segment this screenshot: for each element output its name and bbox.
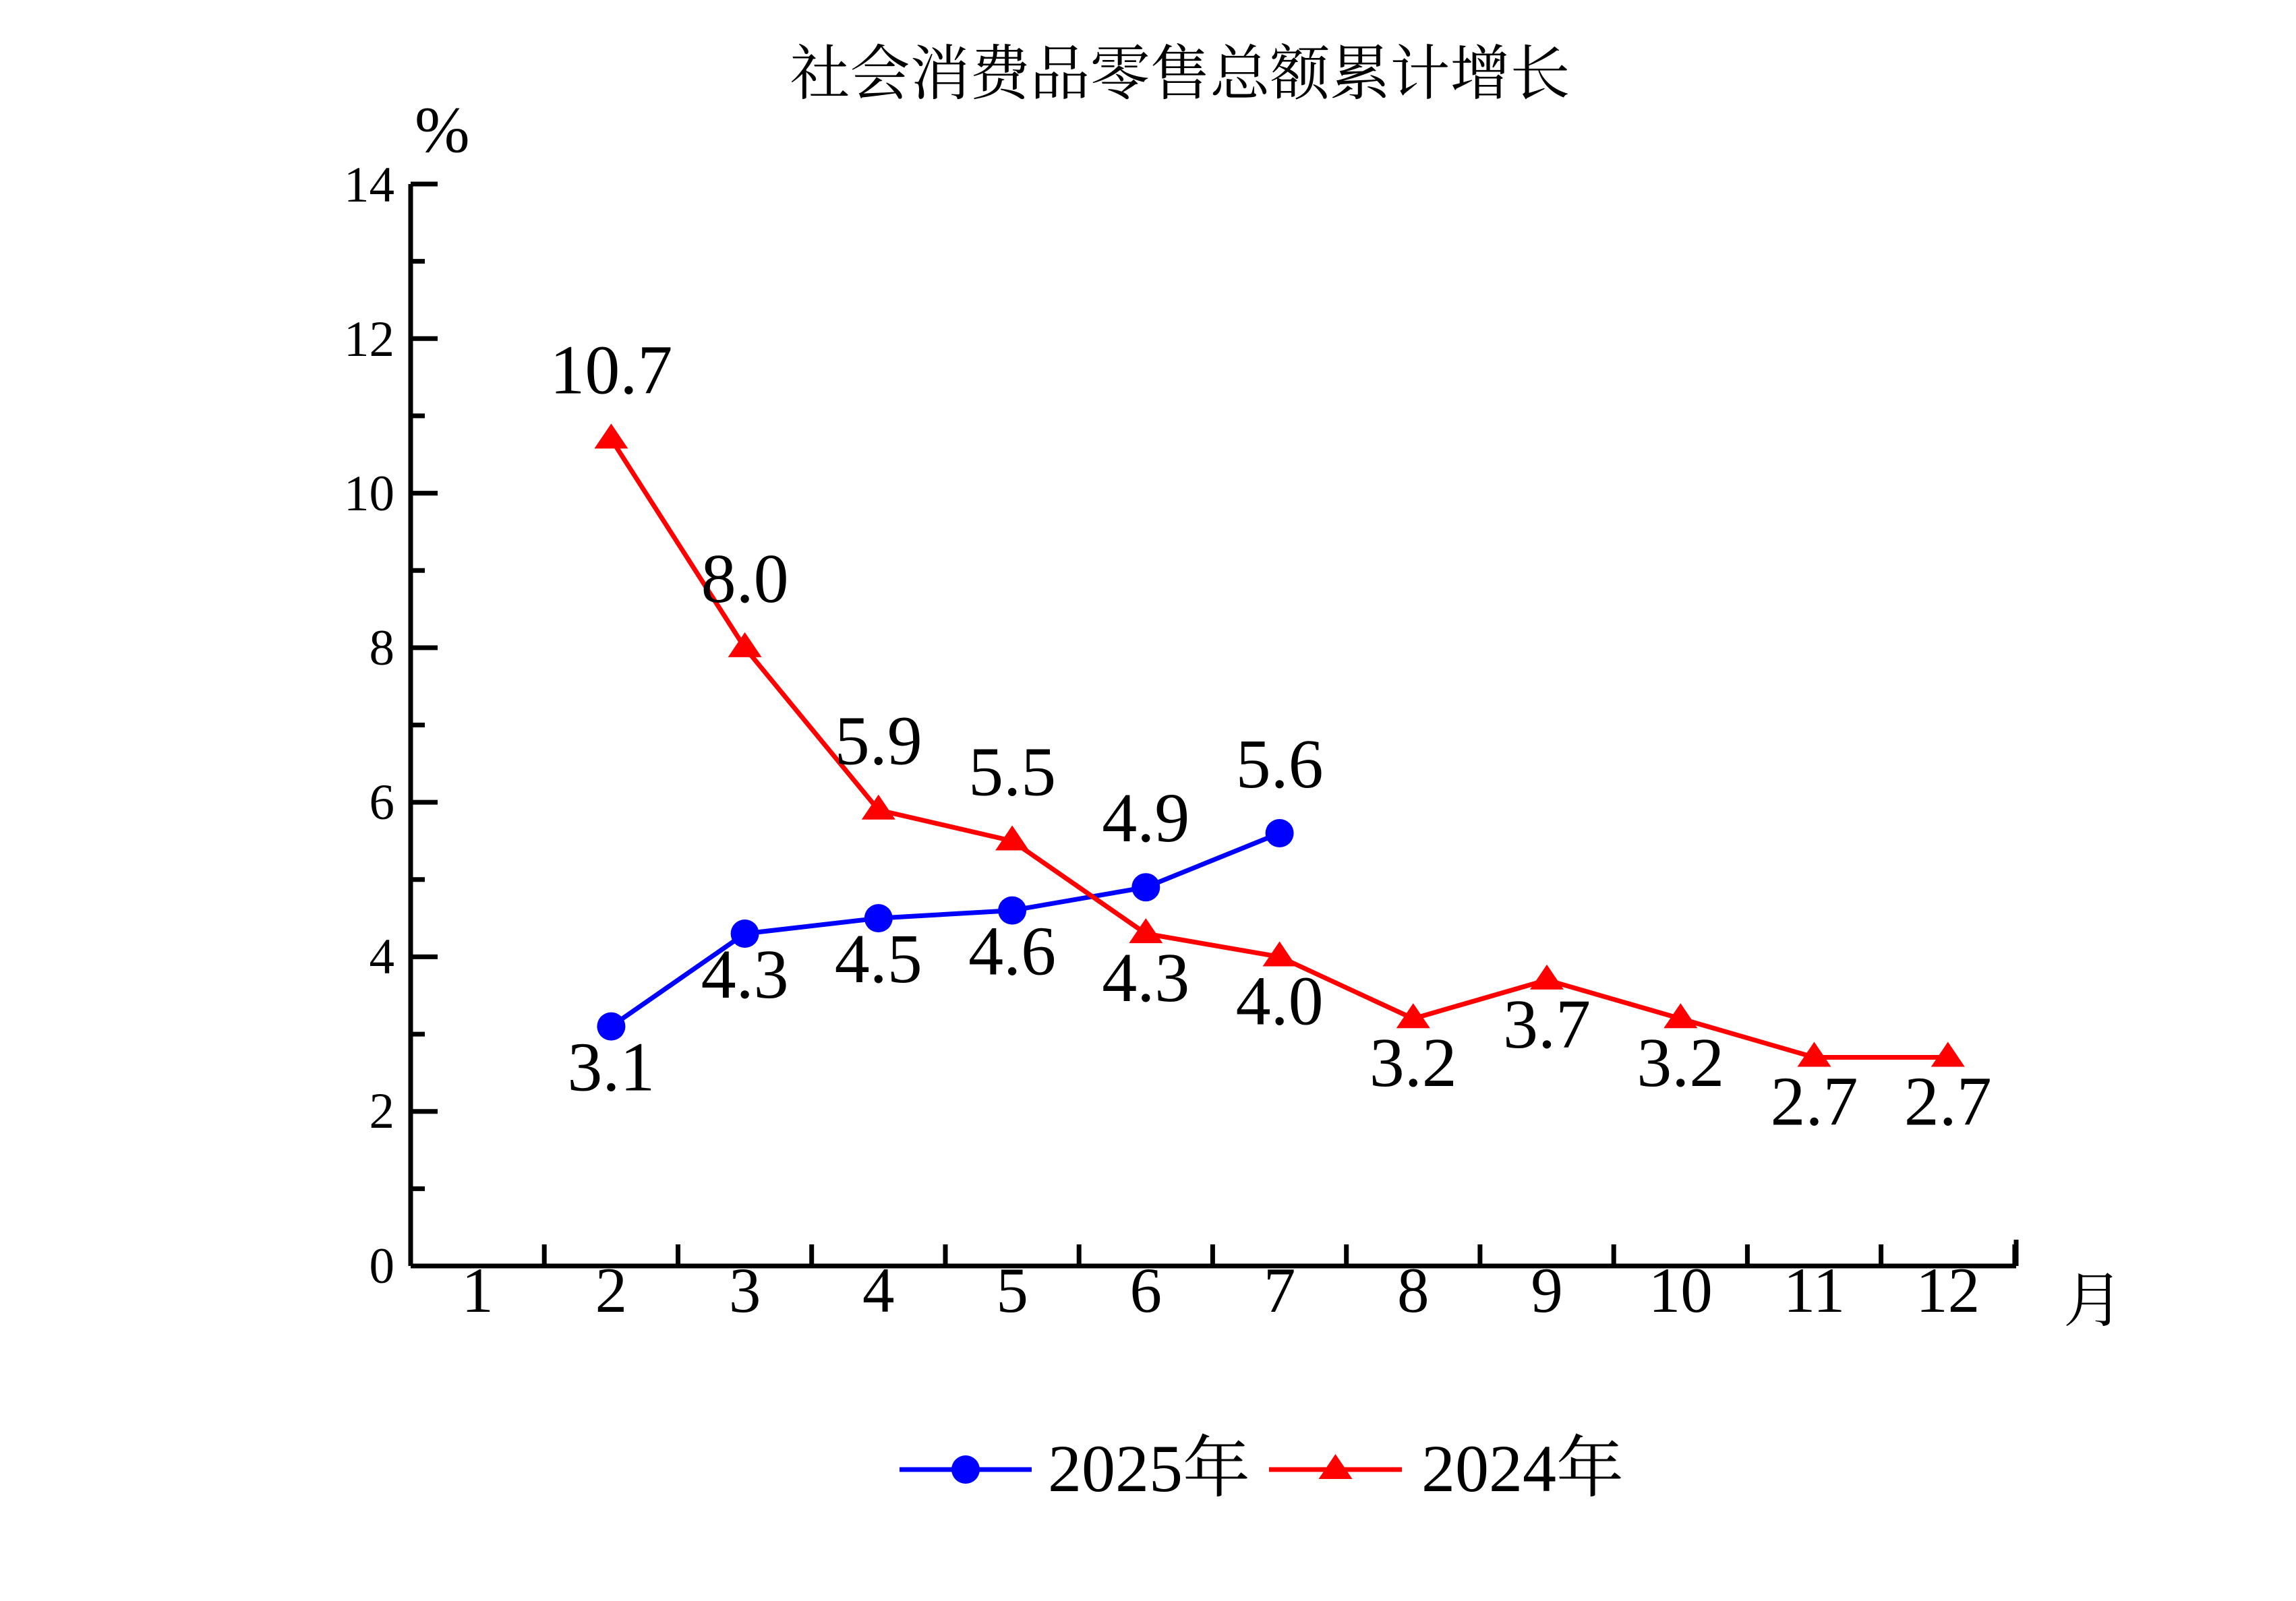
svg-text:2: 2 (370, 1083, 395, 1139)
svg-text:4.3: 4.3 (1102, 939, 1189, 1017)
svg-text:10.7: 10.7 (550, 331, 672, 409)
svg-text:4: 4 (862, 1255, 895, 1326)
svg-text:4.0: 4.0 (1236, 962, 1324, 1039)
svg-text:2025年: 2025年 (1048, 1431, 1250, 1506)
svg-text:9: 9 (1531, 1255, 1563, 1326)
svg-text:6: 6 (370, 775, 395, 830)
svg-text:%: % (415, 94, 470, 167)
svg-text:2.7: 2.7 (1771, 1063, 1858, 1141)
svg-text:10: 10 (344, 466, 394, 522)
svg-text:3.1: 3.1 (567, 1029, 655, 1106)
svg-text:5.6: 5.6 (1236, 725, 1324, 803)
svg-text:月: 月 (2063, 1269, 2123, 1335)
svg-text:7: 7 (1264, 1255, 1296, 1326)
svg-text:8: 8 (1397, 1255, 1430, 1326)
svg-text:4: 4 (370, 929, 395, 985)
svg-text:3.2: 3.2 (1637, 1024, 1724, 1101)
svg-text:5.5: 5.5 (968, 733, 1056, 811)
svg-text:0: 0 (370, 1238, 395, 1294)
svg-text:2.7: 2.7 (1904, 1063, 1992, 1141)
svg-text:4.3: 4.3 (701, 936, 789, 1013)
svg-text:10: 10 (1649, 1255, 1713, 1326)
svg-text:11: 11 (1784, 1255, 1845, 1326)
svg-text:1: 1 (461, 1255, 494, 1326)
svg-text:5.9: 5.9 (835, 702, 922, 780)
svg-text:12: 12 (344, 311, 394, 367)
svg-text:4.9: 4.9 (1102, 779, 1189, 857)
svg-text:社会消费品零售总额累计增长: 社会消费品零售总额累计增长 (790, 42, 1570, 108)
svg-text:14: 14 (344, 157, 394, 213)
svg-text:4.5: 4.5 (835, 920, 922, 998)
svg-text:2: 2 (595, 1255, 628, 1326)
svg-text:5: 5 (996, 1255, 1028, 1326)
svg-text:2024年: 2024年 (1421, 1431, 1624, 1506)
svg-text:8.0: 8.0 (701, 540, 789, 617)
svg-text:8: 8 (370, 620, 395, 676)
svg-text:3.2: 3.2 (1370, 1024, 1457, 1101)
svg-text:3.7: 3.7 (1503, 986, 1591, 1063)
svg-text:3: 3 (729, 1255, 761, 1326)
svg-text:4.6: 4.6 (968, 913, 1056, 990)
svg-text:12: 12 (1916, 1255, 1980, 1326)
svg-text:6: 6 (1130, 1255, 1162, 1326)
